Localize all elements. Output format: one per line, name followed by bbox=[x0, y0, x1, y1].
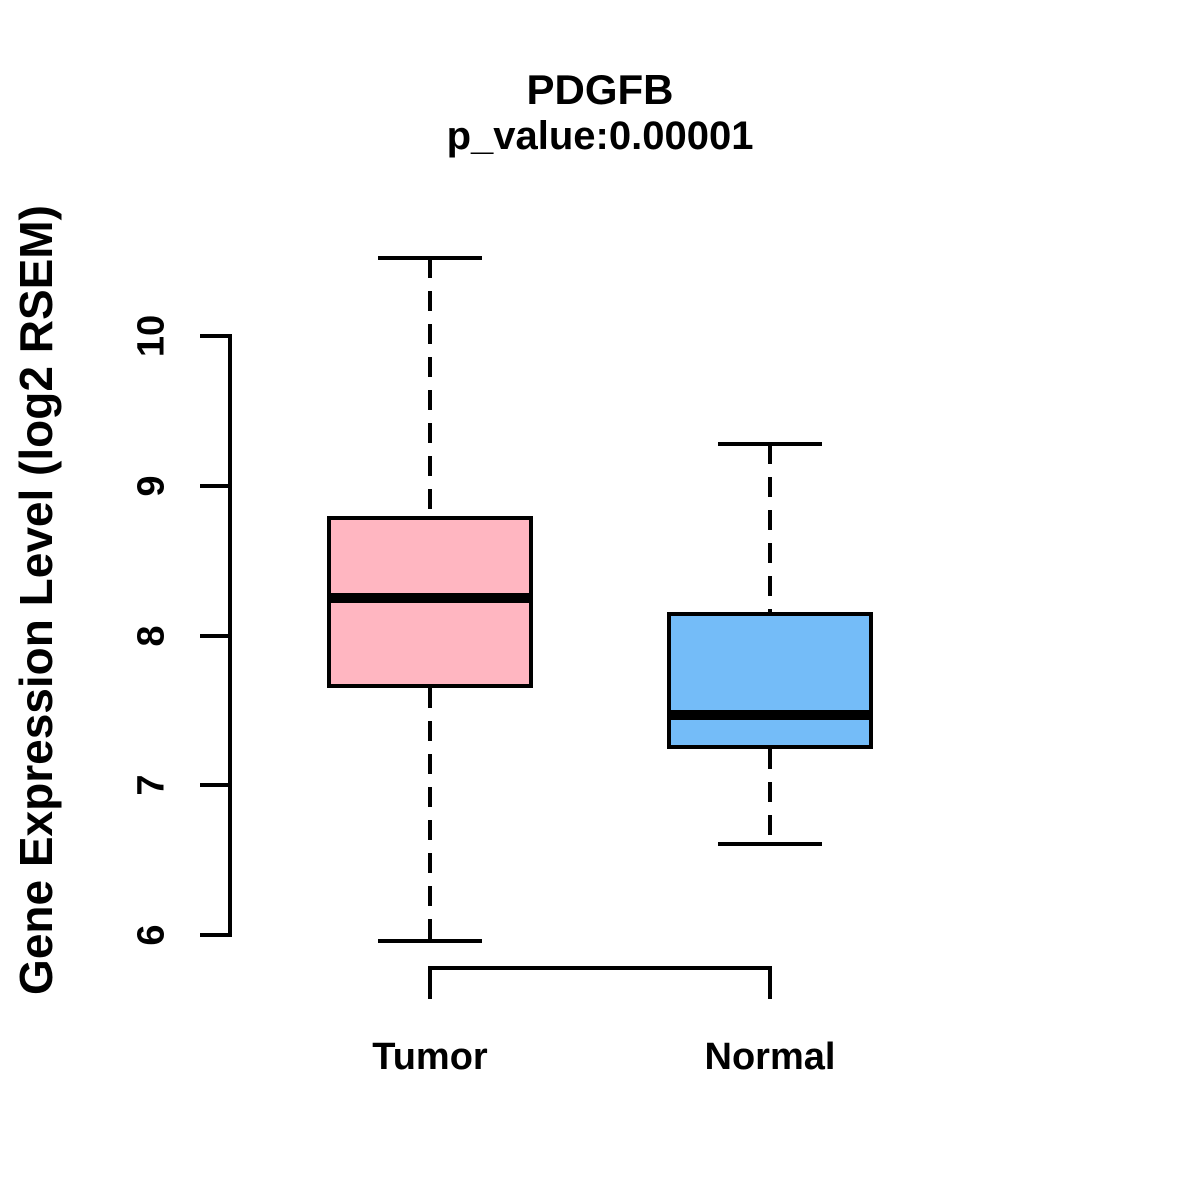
whisker-lower bbox=[768, 749, 772, 844]
x-axis-tick bbox=[768, 966, 772, 999]
y-tick-label: 10 bbox=[130, 314, 173, 358]
y-tick bbox=[200, 483, 228, 488]
x-tick-label: Normal bbox=[704, 1036, 836, 1078]
whisker-upper bbox=[768, 443, 772, 612]
whisker-upper bbox=[428, 258, 432, 516]
y-tick-label: 8 bbox=[130, 624, 173, 647]
y-tick bbox=[200, 334, 228, 338]
median-line bbox=[667, 709, 873, 720]
y-tick-label: 6 bbox=[130, 924, 173, 946]
y-tick bbox=[200, 933, 228, 937]
box-normal bbox=[667, 611, 873, 750]
y-tick bbox=[200, 633, 228, 638]
chart-subtitle: p_value:0.00001 bbox=[446, 114, 754, 158]
chart-title: PDGFB bbox=[526, 66, 674, 113]
y-tick-label: 9 bbox=[130, 475, 173, 497]
whisker-cap-upper bbox=[718, 441, 822, 446]
y-tick-label: 7 bbox=[130, 774, 173, 796]
y-axis-line bbox=[228, 334, 232, 937]
median-line bbox=[327, 593, 533, 604]
y-axis-title: Gene Expression Level (log2 RSEM) bbox=[10, 205, 62, 995]
y-tick bbox=[200, 783, 228, 788]
whisker-cap-lower bbox=[378, 938, 482, 943]
whisker-cap-lower bbox=[718, 841, 822, 846]
whisker-lower bbox=[428, 687, 432, 941]
x-tick-label: Tumor bbox=[372, 1036, 488, 1078]
whisker-cap-upper bbox=[378, 256, 482, 261]
x-axis-line bbox=[428, 966, 772, 970]
x-axis-tick bbox=[428, 966, 432, 999]
